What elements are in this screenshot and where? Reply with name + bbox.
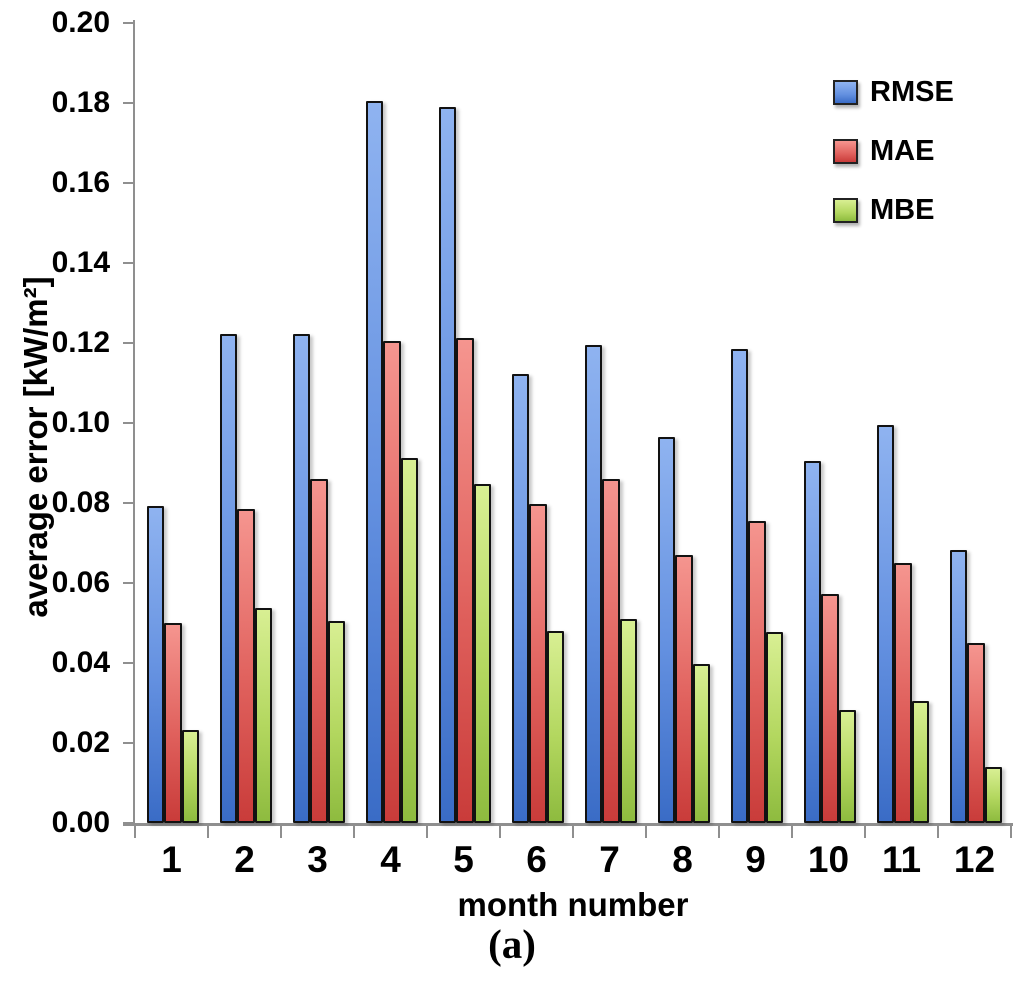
legend-swatch-rmse-icon (833, 79, 858, 105)
legend-label-mae: MAE (870, 135, 935, 167)
y-tick-label: 0.04 (51, 646, 110, 679)
bar-mae-month-10 (821, 593, 839, 823)
bar-mbe-month-4 (400, 457, 418, 823)
x-tick-mark (280, 825, 282, 838)
y-tick-mark (123, 182, 135, 184)
bar-rmse-month-11 (877, 425, 895, 823)
bar-rmse-month-9 (731, 349, 749, 823)
bar-mae-month-3 (310, 479, 328, 823)
x-tick-label: 4 (380, 839, 401, 880)
y-tick-mark (123, 102, 135, 104)
x-tick-mark (937, 825, 939, 838)
bar-mae-month-2 (237, 509, 255, 823)
bar-rmse-month-6 (512, 373, 530, 823)
bar-mae-month-9 (748, 521, 766, 823)
bar-mae-month-4 (383, 341, 401, 823)
x-tick-label: 7 (599, 839, 620, 880)
bar-mbe-month-2 (254, 607, 272, 823)
legend-item-mbe: MBE (833, 194, 954, 226)
x-tick-mark (353, 825, 355, 838)
x-tick-mark (207, 825, 209, 838)
x-tick-label: 2 (234, 839, 255, 880)
y-tick-mark (123, 742, 135, 744)
y-tick-mark (123, 502, 135, 504)
legend-item-rmse: RMSE (833, 76, 954, 108)
x-tick-mark (791, 825, 793, 838)
y-tick-mark (123, 662, 135, 664)
y-tick-mark (123, 342, 135, 344)
y-tick-mark (123, 582, 135, 584)
y-tick-label: 0.16 (51, 166, 110, 199)
legend-item-mae: MAE (833, 135, 954, 167)
x-tick-mark (1010, 825, 1012, 838)
x-tick-mark (718, 825, 720, 838)
bar-mae-month-6 (529, 503, 547, 823)
bar-mae-month-1 (164, 623, 182, 823)
x-tick-label: 3 (307, 839, 328, 880)
x-tick-label: 12 (953, 839, 996, 880)
legend-swatch-mae-icon (833, 138, 858, 164)
x-tick-mark (864, 825, 866, 838)
y-tick-label: 0.20 (51, 6, 110, 39)
y-tick-mark (123, 22, 135, 24)
bar-rmse-month-7 (585, 345, 603, 823)
bar-rmse-month-4 (366, 101, 384, 823)
legend-label-rmse: RMSE (870, 76, 954, 108)
bar-rmse-month-3 (293, 333, 311, 823)
x-tick-mark (426, 825, 428, 838)
bar-mbe-month-6 (546, 631, 564, 823)
bar-rmse-month-10 (804, 461, 822, 823)
bar-mae-month-8 (675, 555, 693, 823)
x-tick-mark (645, 825, 647, 838)
y-tick-label: 0.06 (51, 566, 110, 599)
bar-mae-month-11 (894, 563, 912, 823)
bar-mbe-month-12 (984, 767, 1002, 823)
y-tick-mark (123, 422, 135, 424)
x-tick-label: 10 (807, 839, 850, 880)
legend-swatch-mbe-icon (833, 197, 858, 223)
y-tick-label: 0.08 (51, 486, 110, 519)
bar-rmse-month-12 (950, 549, 968, 823)
bar-mbe-month-1 (181, 729, 199, 823)
bar-rmse-month-8 (658, 437, 676, 823)
figure-caption: (a) (488, 921, 536, 967)
bar-mbe-month-10 (838, 709, 856, 823)
bar-mbe-month-11 (911, 701, 929, 823)
y-tick-label: 0.12 (51, 326, 110, 359)
x-axis-line (123, 823, 1013, 826)
bar-mbe-month-5 (473, 483, 491, 823)
bar-rmse-month-1 (147, 505, 165, 823)
x-tick-label: 5 (453, 839, 474, 880)
y-tick-mark (123, 822, 135, 824)
x-axis-title: month number (457, 886, 689, 923)
bar-mae-month-5 (456, 337, 474, 823)
legend: RMSE MAE MBE (833, 78, 954, 255)
bar-mbe-month-3 (327, 621, 345, 823)
x-tick-label: 9 (745, 839, 766, 880)
bar-mbe-month-8 (692, 663, 710, 823)
y-tick-mark (123, 262, 135, 264)
x-tick-label: 11 (881, 839, 922, 880)
x-tick-label: 8 (672, 839, 693, 880)
y-tick-label: 0.18 (51, 86, 110, 119)
x-tick-mark (572, 825, 574, 838)
x-tick-mark (499, 825, 501, 838)
bar-mbe-month-7 (619, 619, 637, 823)
bar-mbe-month-9 (765, 631, 783, 823)
bar-mae-month-12 (967, 643, 985, 823)
y-tick-label: 0.02 (51, 726, 110, 759)
bar-rmse-month-2 (220, 333, 238, 823)
y-tick-label: 0.14 (51, 246, 110, 279)
x-tick-label: 6 (526, 839, 547, 880)
x-tick-mark (134, 825, 136, 838)
bar-mae-month-7 (602, 479, 620, 823)
y-tick-label: 0.00 (51, 806, 110, 839)
x-tick-label: 1 (161, 839, 182, 880)
y-tick-label: 0.10 (51, 406, 110, 439)
bar-rmse-month-5 (439, 107, 457, 823)
legend-label-mbe: MBE (870, 194, 935, 226)
